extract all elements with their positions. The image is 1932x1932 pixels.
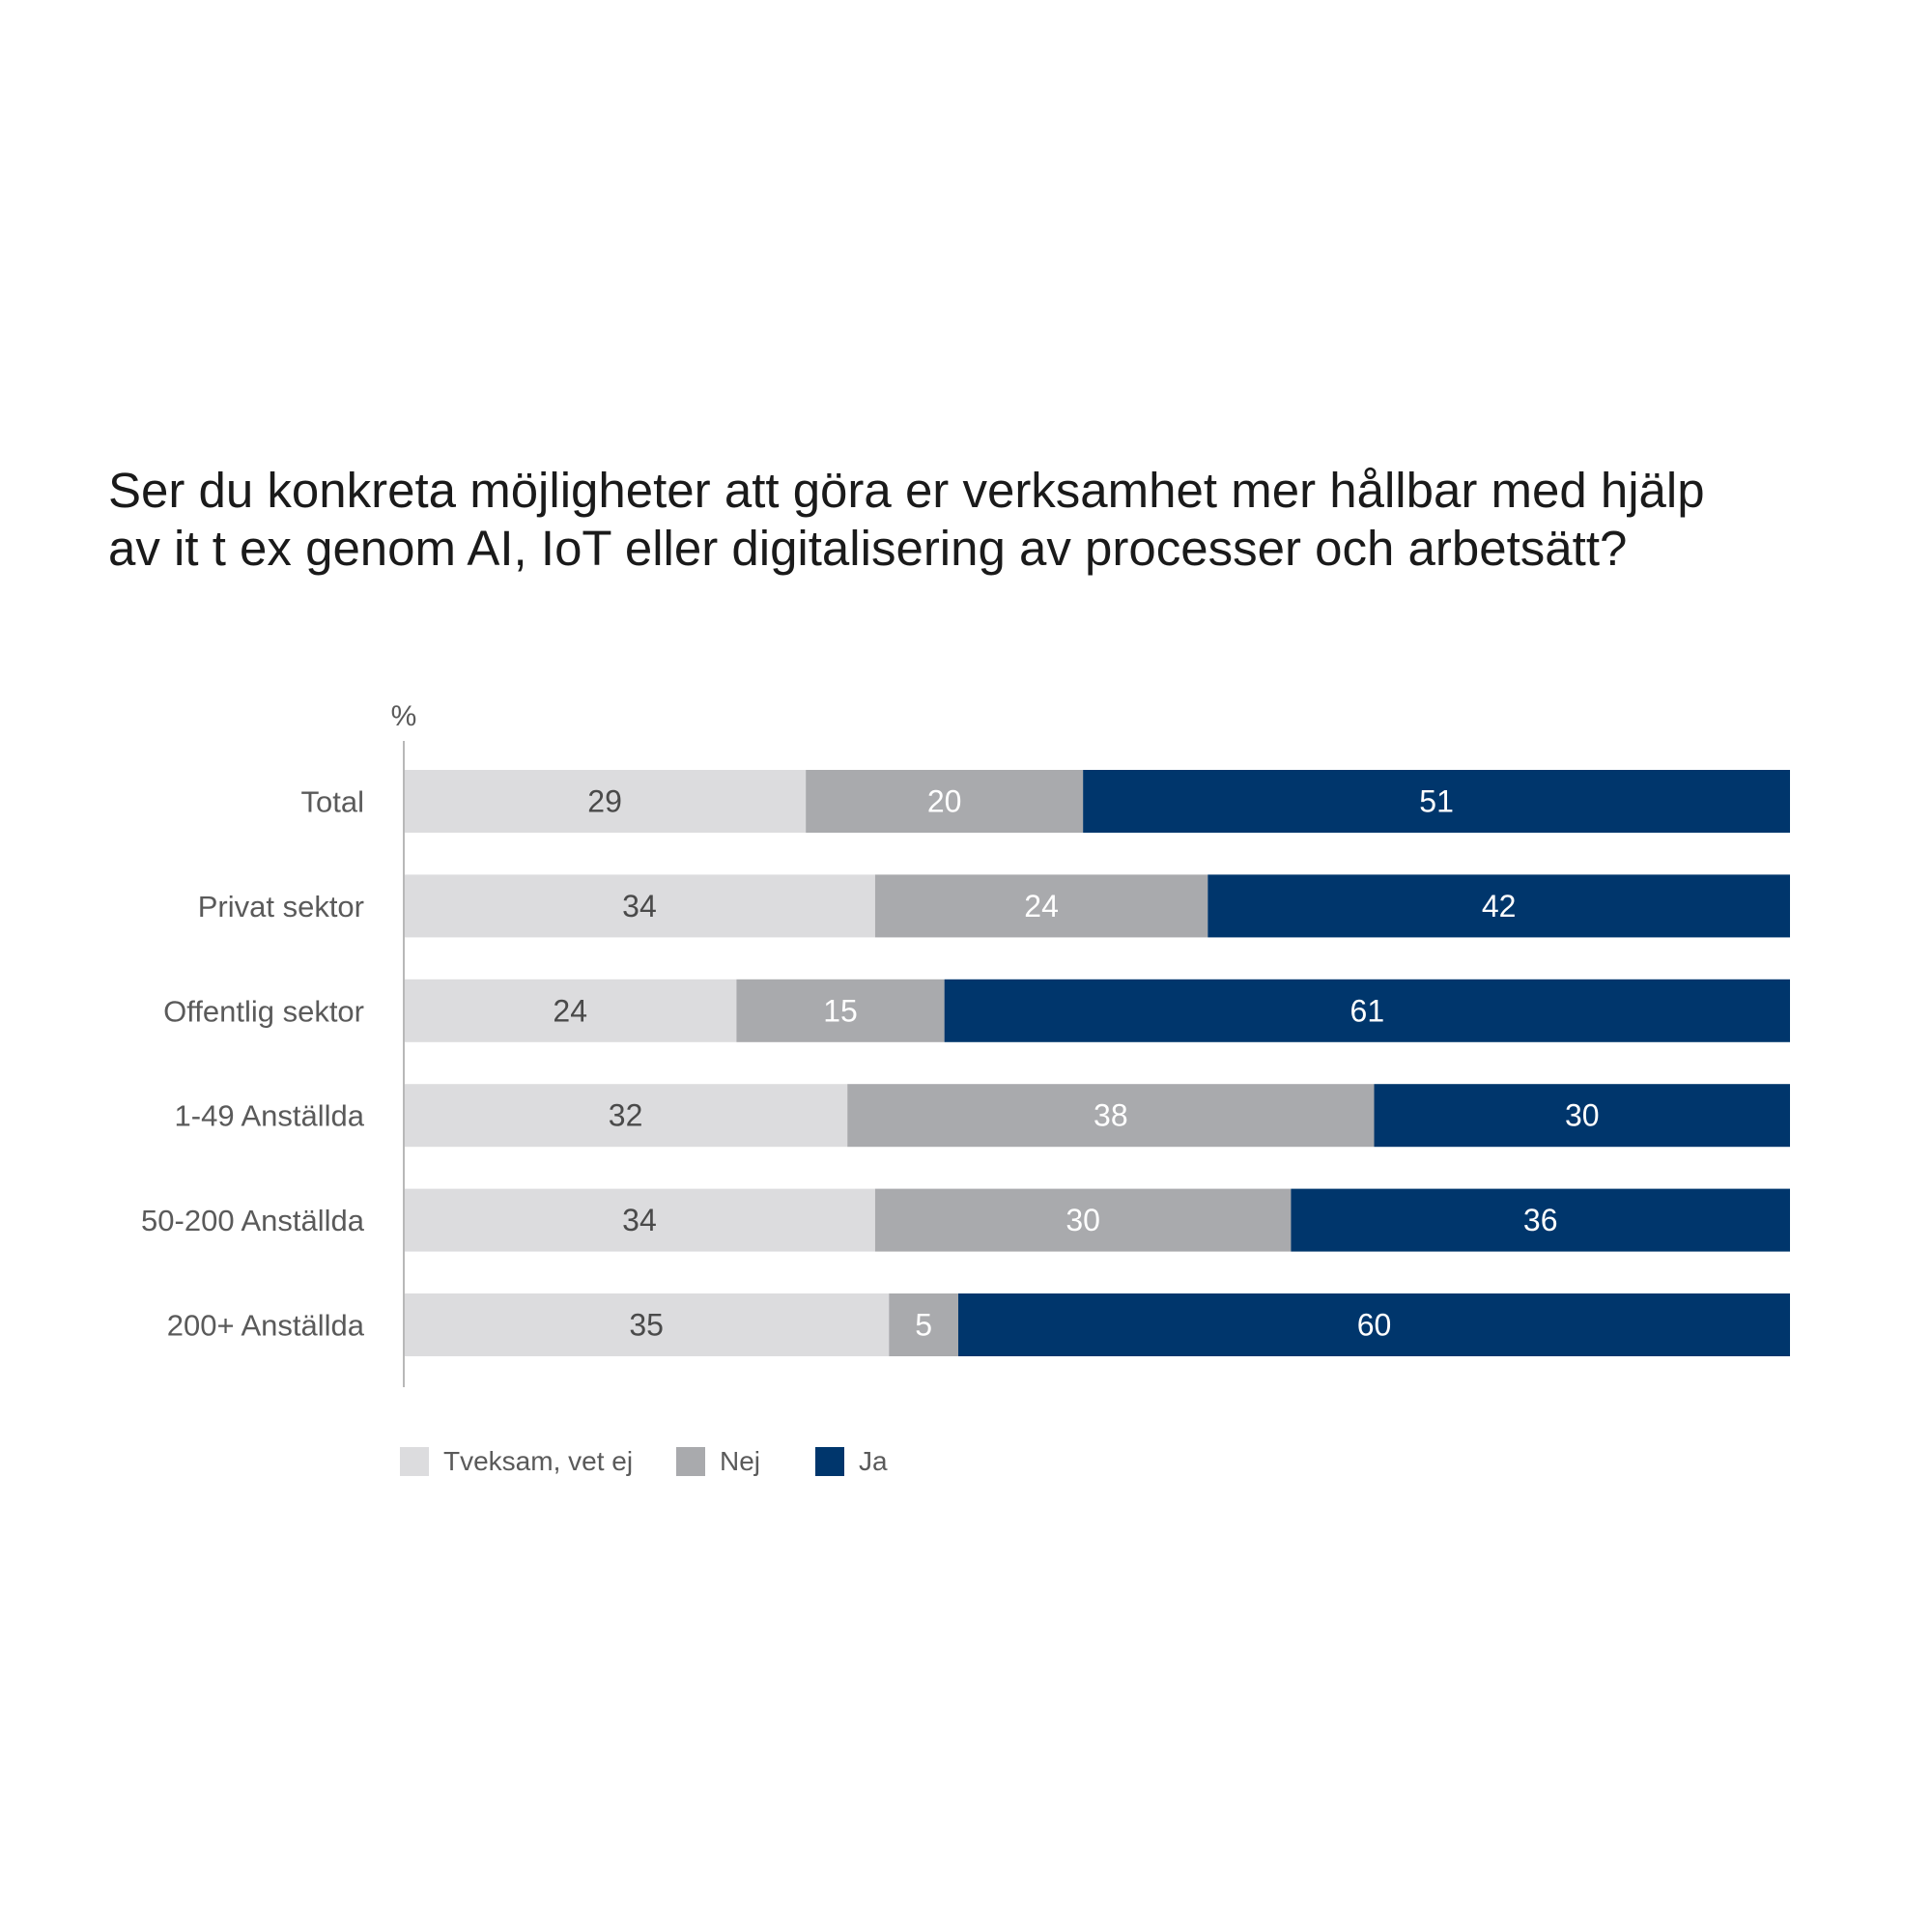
data-label: 34 <box>622 889 657 923</box>
category-label: Privat sektor <box>198 890 364 923</box>
bar-segment <box>874 1188 1292 1252</box>
bar-segment <box>1374 1084 1790 1148</box>
data-label: 34 <box>622 1203 657 1237</box>
data-label: 24 <box>553 993 587 1028</box>
legend-label: Nej <box>720 1446 761 1476</box>
bar-segment <box>944 979 1790 1042</box>
bar-segment <box>1291 1188 1790 1252</box>
legend-swatch <box>815 1447 844 1476</box>
bar-segment <box>874 874 1208 938</box>
bar-segment <box>736 979 945 1042</box>
data-label: 30 <box>1065 1203 1100 1237</box>
chart-title-line-2: av it t ex genom AI, IoT eller digitalis… <box>108 521 1628 576</box>
legend-swatch <box>676 1447 705 1476</box>
data-label: 36 <box>1523 1203 1558 1237</box>
data-label: 38 <box>1094 1098 1128 1133</box>
data-label: 60 <box>1357 1308 1392 1343</box>
category-label: 1-49 Anställda <box>175 1099 365 1133</box>
data-label: 32 <box>609 1098 643 1133</box>
unit-label: % <box>391 700 417 732</box>
legend-label: Ja <box>859 1446 888 1476</box>
category-label: Offentlig sektor <box>163 994 364 1028</box>
bar-segment <box>806 770 1084 833</box>
data-label: 35 <box>629 1308 664 1343</box>
data-label: 61 <box>1350 993 1385 1028</box>
bar-segment <box>847 1084 1375 1148</box>
data-label: 20 <box>927 784 962 819</box>
bar-segment <box>404 1293 890 1356</box>
data-label: 15 <box>823 993 858 1028</box>
bar-segment <box>404 979 737 1042</box>
bar-segment <box>404 874 875 938</box>
legend-swatch <box>400 1447 429 1476</box>
bar-segment <box>1208 874 1790 938</box>
chart-title-line-1: Ser du konkreta möjligheter att göra er … <box>108 463 1705 518</box>
data-label: 30 <box>1565 1098 1600 1133</box>
data-label: 42 <box>1482 889 1517 923</box>
chart-title: Ser du konkreta möjligheter att göra er … <box>108 462 1847 578</box>
data-label: 29 <box>587 784 622 819</box>
bar-segment <box>404 1084 848 1148</box>
bar-segment <box>1083 770 1790 833</box>
data-label: 51 <box>1419 784 1454 819</box>
legend-label: Tveksam, vet ej <box>443 1446 634 1476</box>
category-label: 50-200 Anställda <box>141 1204 365 1237</box>
category-label: Total <box>301 785 364 819</box>
bar-segment <box>958 1293 1790 1356</box>
bar-segment <box>889 1293 958 1356</box>
data-label: 5 <box>915 1308 932 1343</box>
category-label: 200+ Anställda <box>167 1309 365 1343</box>
bar-segment <box>404 770 807 833</box>
bar-segment <box>404 1188 875 1252</box>
data-label: 24 <box>1024 889 1059 923</box>
